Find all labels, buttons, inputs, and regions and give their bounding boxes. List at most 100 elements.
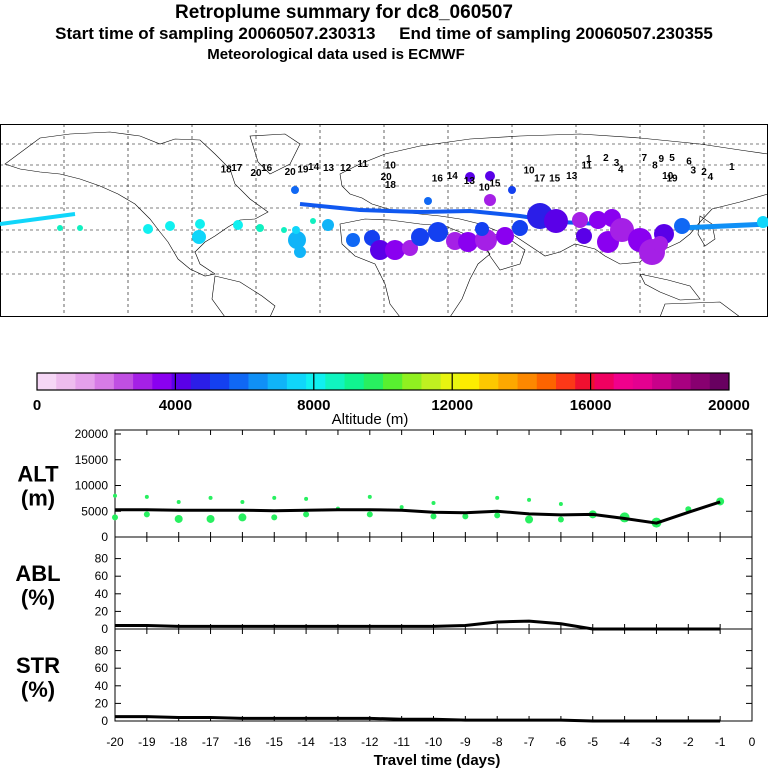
trajectory-day-label: 2 bbox=[701, 167, 707, 178]
colorbar-swatch bbox=[306, 373, 326, 390]
plume-blob bbox=[77, 225, 83, 231]
colorbar-swatch bbox=[229, 373, 249, 390]
panel-frame bbox=[114, 628, 753, 722]
altitude-dot bbox=[557, 516, 564, 523]
trajectory-day-label: 11 bbox=[581, 160, 592, 171]
altitude-dot bbox=[208, 495, 213, 500]
x-tick-label: -12 bbox=[361, 735, 379, 749]
plume-blob bbox=[385, 240, 405, 260]
colorbar-swatch bbox=[459, 373, 480, 390]
median-line bbox=[115, 619, 721, 631]
sampling-time-line: Start time of sampling 20060507.230313 E… bbox=[55, 24, 713, 43]
colorbar-swatch bbox=[152, 373, 172, 390]
colorbar-swatch bbox=[37, 373, 57, 390]
plume-blob bbox=[428, 222, 448, 242]
plume-blob bbox=[512, 220, 528, 236]
plume-blob bbox=[288, 231, 306, 249]
colorbar-swatch bbox=[171, 373, 192, 390]
colorbar-swatch bbox=[344, 373, 365, 390]
plume-blob bbox=[475, 222, 489, 236]
plume-blob bbox=[281, 227, 287, 233]
plume-blob bbox=[411, 228, 429, 246]
altitude-dot bbox=[271, 514, 278, 521]
colorbar-swatch bbox=[498, 373, 518, 390]
plume-blob bbox=[484, 194, 496, 206]
colorbar-tick-label: 8000 bbox=[297, 397, 330, 414]
x-tick-label: -18 bbox=[170, 735, 188, 749]
plume-blob bbox=[544, 209, 568, 233]
trajectory-day-label: 10 bbox=[524, 166, 536, 177]
altitude-colorbar: 0 4000 8000 12000 16000 20000 Altitude (m) bbox=[33, 372, 750, 428]
y-tick-label: 20 bbox=[95, 696, 109, 710]
y-tick-label: 0 bbox=[101, 622, 108, 636]
y-tick-label: 60 bbox=[95, 661, 109, 675]
colorbar-tick-labels: 0 4000 8000 12000 16000 20000 bbox=[33, 373, 750, 414]
plume-blob bbox=[370, 240, 390, 260]
colorbar-swatch bbox=[75, 373, 96, 390]
panel-label: ALT (m) bbox=[17, 462, 59, 511]
altitude-dot bbox=[238, 513, 247, 522]
colorbar-swatch bbox=[613, 373, 634, 390]
altitude-dot bbox=[176, 499, 181, 504]
altitude-dot bbox=[525, 515, 534, 524]
trajectory-day-label: 13 bbox=[464, 176, 476, 187]
plume-blob bbox=[424, 197, 432, 205]
plume-blob bbox=[572, 212, 588, 228]
plume-blob bbox=[485, 171, 495, 181]
x-tick-label: -6 bbox=[556, 735, 567, 749]
colorbar-swatch bbox=[190, 373, 211, 390]
trajectory-day-label: 5 bbox=[669, 153, 675, 164]
median-line bbox=[115, 500, 721, 525]
altitude-dot bbox=[495, 495, 500, 500]
y-tick-label: 20 bbox=[95, 604, 109, 618]
trajectory-day-label: 1 bbox=[729, 162, 735, 173]
trajectory-day-label: 13 bbox=[323, 163, 335, 174]
x-tick-label: -16 bbox=[234, 735, 252, 749]
trajectory-east-segment bbox=[679, 221, 768, 231]
plume-blob bbox=[292, 226, 300, 234]
trajectory-day-label: 3 bbox=[691, 166, 697, 177]
plume-blob bbox=[757, 216, 768, 228]
x-tick-label: -5 bbox=[587, 735, 598, 749]
trajectory-plume bbox=[0, 171, 768, 265]
trajectory-day-label: 4 bbox=[618, 164, 624, 175]
colorbar-swatch bbox=[56, 373, 76, 390]
altitude-dot bbox=[399, 505, 404, 510]
x-tick-label: -17 bbox=[202, 735, 220, 749]
panel-abl: 0 20 40 60 80 ABL (%) bbox=[15, 536, 753, 636]
altitude-dot bbox=[174, 514, 183, 523]
x-tick-label: -7 bbox=[524, 735, 535, 749]
altitude-dot bbox=[143, 511, 150, 518]
y-tick-label: 80 bbox=[95, 644, 109, 658]
y-tick-label: 0 bbox=[101, 714, 108, 728]
colorbar-swatch bbox=[402, 373, 422, 390]
colorbar-swatch bbox=[479, 373, 499, 390]
altitude-dot bbox=[304, 496, 309, 501]
trajectory-panels: 0 5000 10000 15000 20000 ALT (m) 0 20 40 60 80 ABL (%… bbox=[15, 427, 755, 768]
panel-frame bbox=[114, 536, 753, 630]
y-tick-label: 5000 bbox=[81, 504, 108, 518]
x-tick-label: -20 bbox=[106, 735, 124, 749]
colorbar-swatch bbox=[709, 373, 730, 390]
altitude-dot bbox=[206, 514, 215, 523]
trajectory-day-label: 10 bbox=[385, 160, 397, 171]
plume-blob bbox=[256, 224, 264, 232]
plume-blob bbox=[576, 228, 592, 244]
y-tick-label: 15000 bbox=[75, 453, 109, 467]
colorbar-swatch bbox=[440, 373, 461, 390]
panel-label: ABL (%) bbox=[15, 561, 60, 610]
y-tick-label: 60 bbox=[95, 569, 109, 583]
trajectory-day-label: 14 bbox=[308, 162, 320, 173]
trajectory-day-label: 19 bbox=[666, 173, 678, 184]
colorbar-swatch bbox=[690, 373, 711, 390]
trajectory-day-label: 10 bbox=[479, 182, 491, 193]
trajectory-day-label: 10 bbox=[662, 171, 674, 182]
x-tick-label: -13 bbox=[329, 735, 347, 749]
plume-blob bbox=[589, 211, 607, 229]
plume-blob bbox=[508, 186, 516, 194]
plume-blob bbox=[310, 218, 316, 224]
plume-blob bbox=[165, 221, 175, 231]
colorbar-swatch bbox=[575, 373, 595, 390]
altitude-dot bbox=[527, 497, 532, 502]
